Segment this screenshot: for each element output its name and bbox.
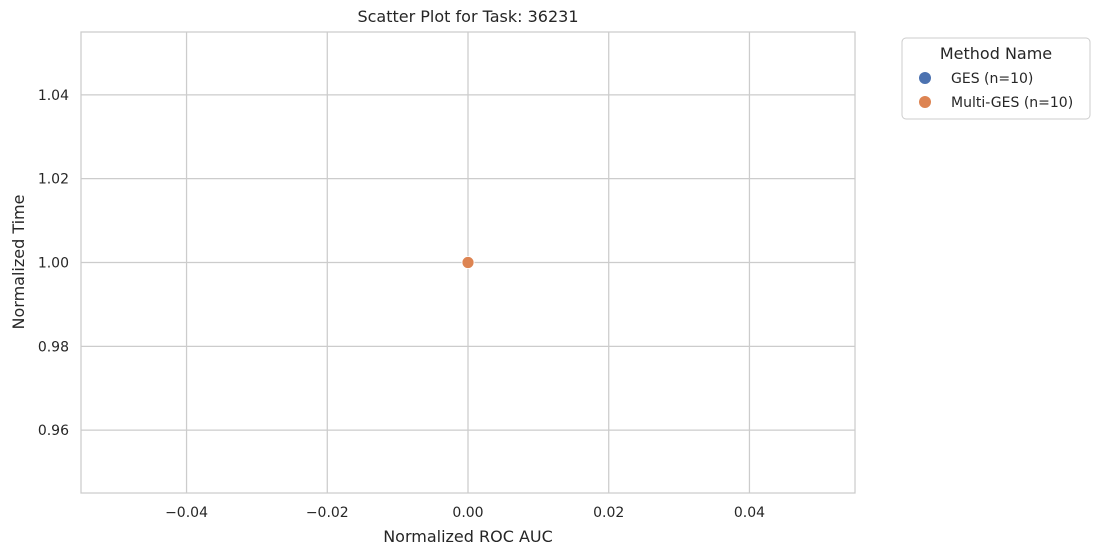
x-tick-label: −0.02	[306, 505, 349, 521]
plot-frame	[80, 31, 856, 494]
legend-frame	[901, 37, 1091, 120]
legend: Method Name GES (n=10) Multi-GES (n=10)	[901, 37, 1091, 120]
x-tick-label: −0.04	[165, 505, 208, 521]
legend-marker-multi-ges	[919, 96, 931, 108]
legend-marker-ges	[919, 72, 931, 84]
x-tick-labels: −0.04 −0.02 0.00 0.02 0.04	[165, 505, 765, 521]
data-point-series-1	[461, 256, 475, 269]
grid	[81, 32, 855, 493]
x-tick-label: 0.00	[452, 505, 483, 521]
legend-label-ges: GES (n=10)	[951, 71, 1033, 87]
y-tick-label: 1.00	[38, 256, 69, 272]
y-tick-label: 0.98	[38, 339, 69, 355]
chart-title: Scatter Plot for Task: 36231	[357, 7, 578, 26]
x-axis-label: Normalized ROC AUC	[383, 527, 553, 546]
y-tick-label: 1.02	[38, 172, 69, 188]
y-tick-label: 0.96	[38, 423, 69, 439]
data-points	[461, 256, 475, 269]
legend-title: Method Name	[940, 44, 1052, 63]
y-tick-labels: 0.96 0.98 1.00 1.02 1.04	[38, 88, 69, 439]
x-tick-label: 0.04	[734, 505, 765, 521]
y-tick-label: 1.04	[38, 88, 69, 104]
legend-label-multi-ges: Multi-GES (n=10)	[951, 95, 1073, 111]
x-tick-label: 0.02	[593, 505, 624, 521]
y-axis-label: Normalized Time	[9, 195, 28, 330]
